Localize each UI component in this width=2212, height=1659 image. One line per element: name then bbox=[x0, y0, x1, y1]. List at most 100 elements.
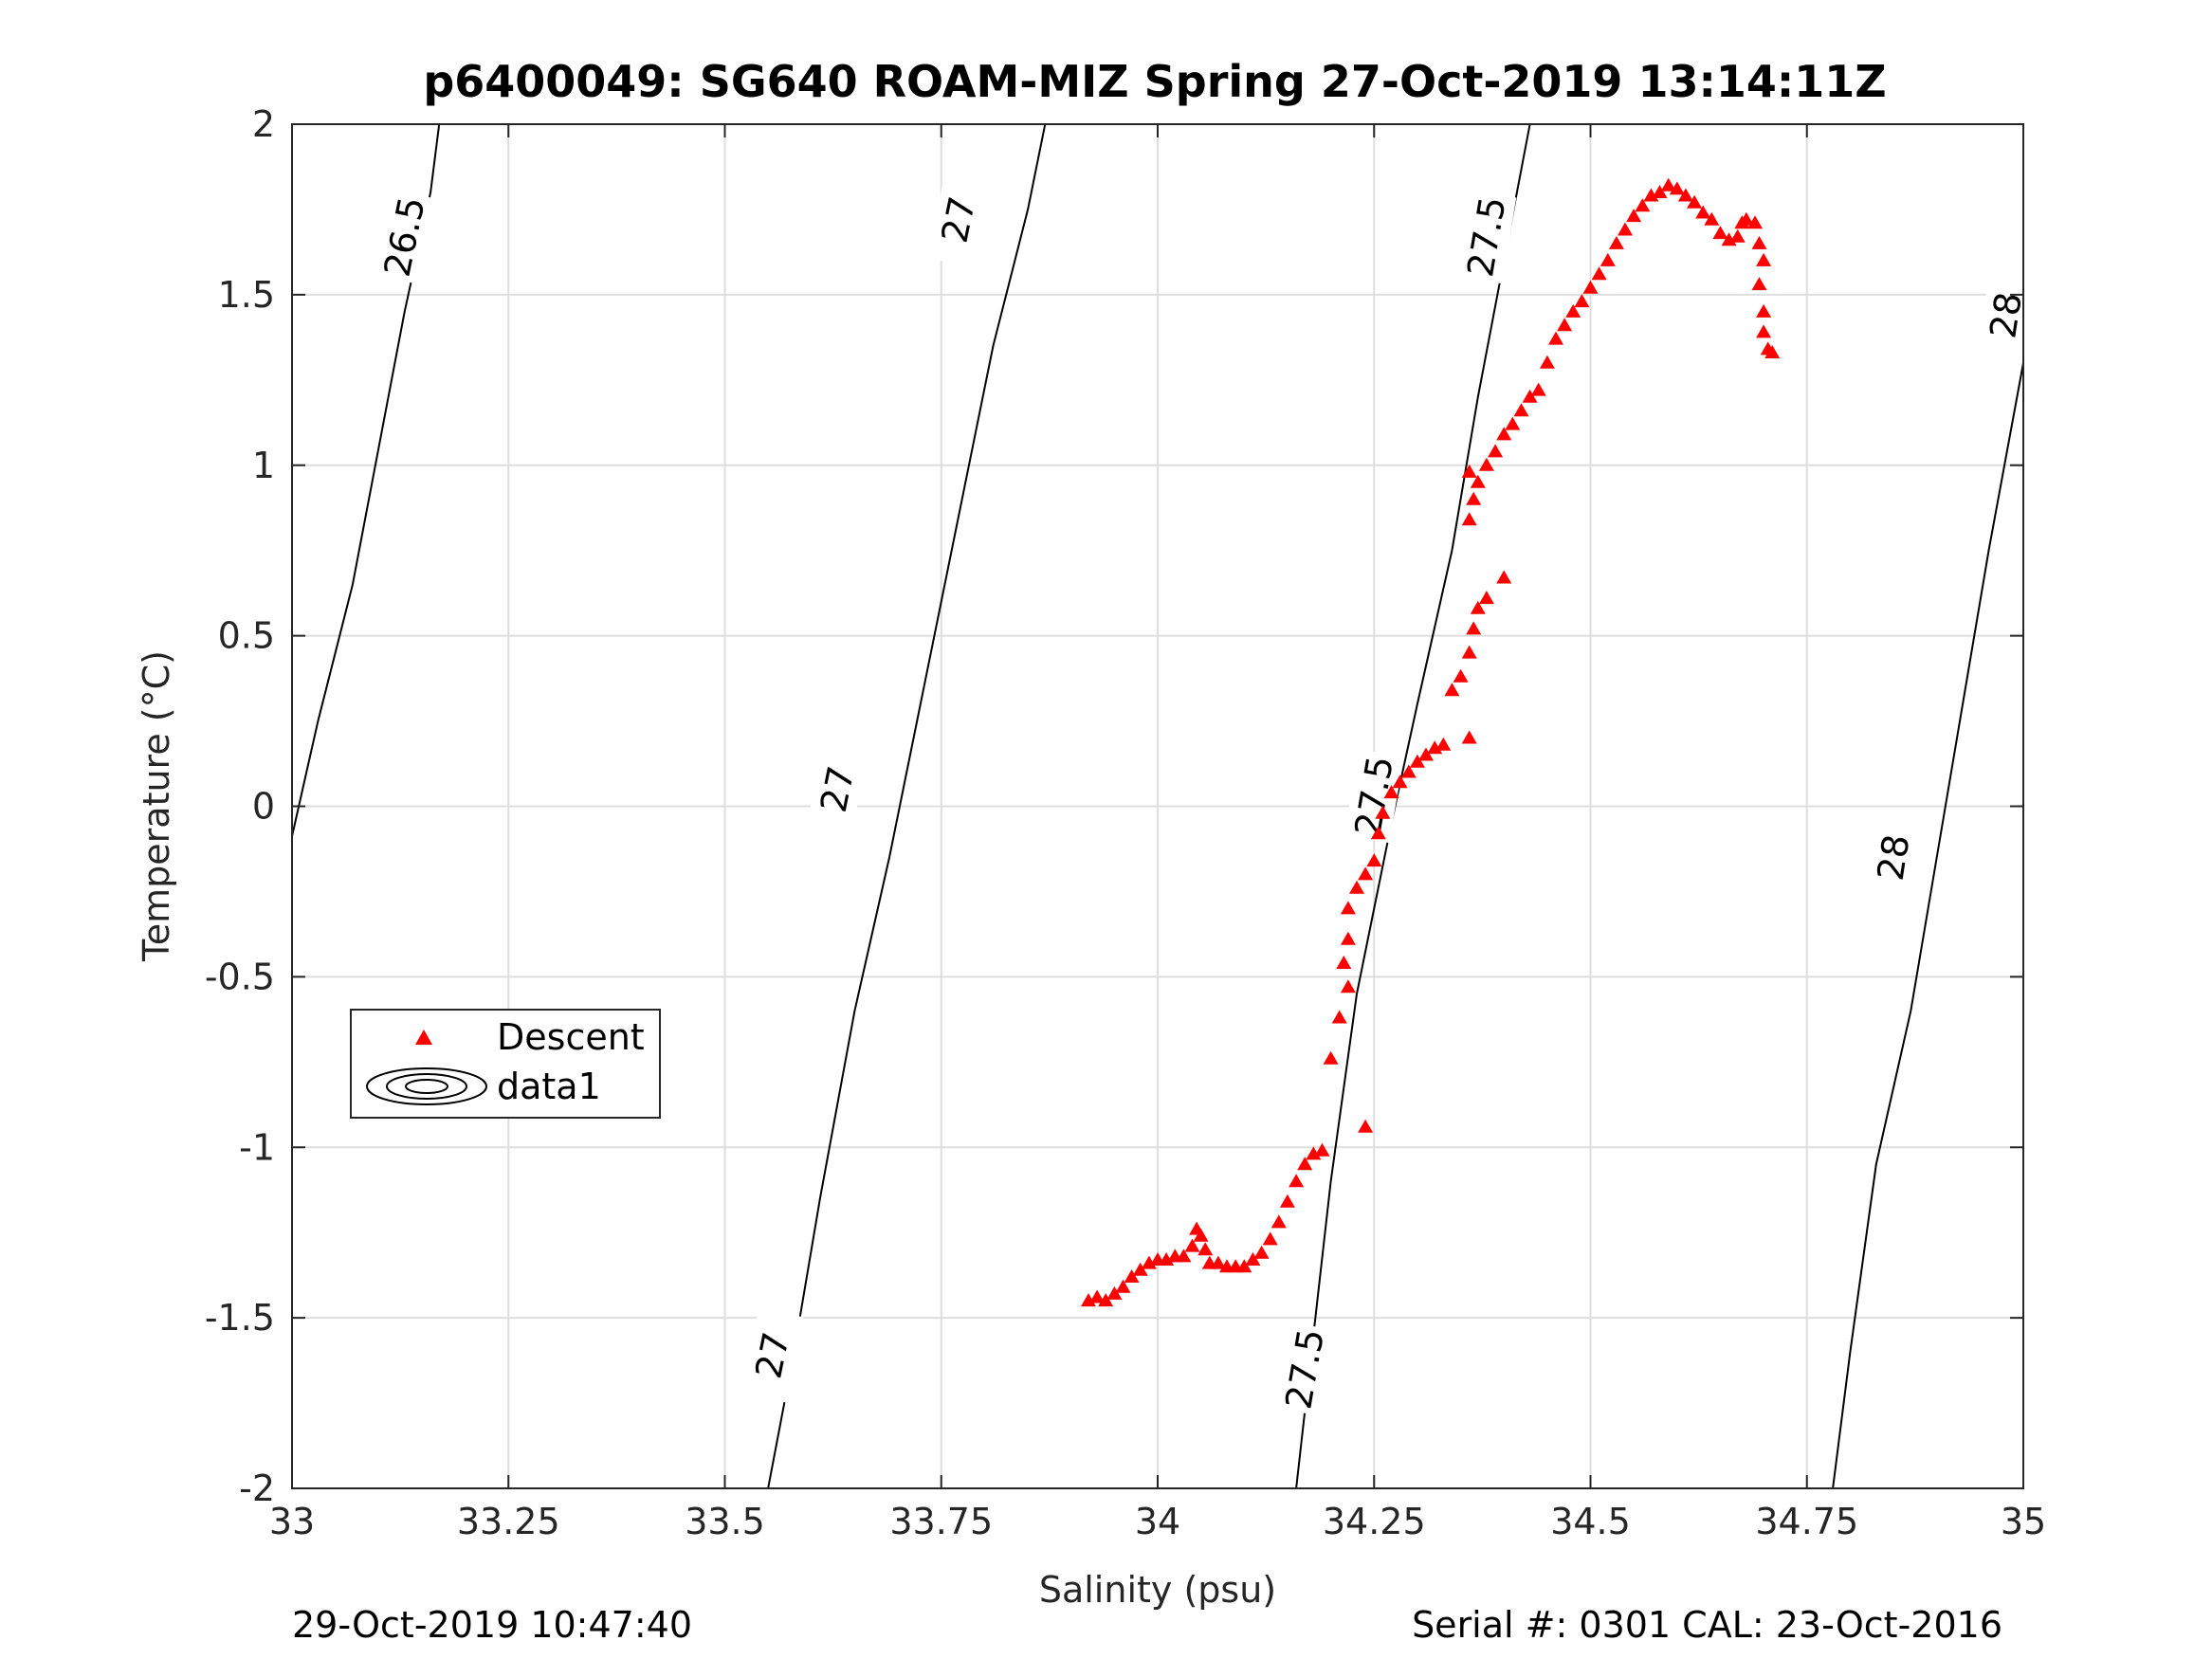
svg-text:28: 28 bbox=[1982, 289, 2030, 340]
descent-point bbox=[1358, 866, 1374, 881]
descent-point bbox=[1245, 1252, 1261, 1266]
descent-point bbox=[1098, 1293, 1114, 1307]
chart-title: p6400049: SG640 ROAM-MIZ Spring 27-Oct-2… bbox=[423, 56, 1886, 107]
descent-point bbox=[1262, 1231, 1278, 1246]
descent-point bbox=[1279, 1194, 1295, 1208]
descent-point bbox=[1253, 1245, 1270, 1259]
descent-point bbox=[1652, 185, 1668, 198]
y-tick-label: 0.5 bbox=[218, 615, 275, 657]
descent-point bbox=[1488, 444, 1504, 458]
descent-point bbox=[1738, 211, 1754, 226]
descent-point bbox=[1764, 345, 1781, 358]
descent-point bbox=[1340, 901, 1356, 915]
descent-point bbox=[1349, 880, 1364, 894]
x-tick-label: 33 bbox=[269, 1501, 315, 1542]
x-tick-label: 35 bbox=[2001, 1501, 2046, 1542]
descent-point bbox=[1695, 205, 1711, 219]
descent-point bbox=[1383, 785, 1399, 799]
footer-timestamp: 29-Oct-2019 10:47:40 bbox=[292, 1604, 692, 1646]
y-tick-label: -0.5 bbox=[205, 956, 275, 997]
legend-box bbox=[350, 1009, 661, 1119]
grid-lines bbox=[292, 124, 2023, 1488]
x-tick-label: 34 bbox=[1135, 1501, 1180, 1542]
descent-point bbox=[1289, 1174, 1305, 1188]
descent-point bbox=[1756, 324, 1772, 338]
descent-point bbox=[1358, 1119, 1374, 1133]
descent-point bbox=[1314, 1142, 1330, 1157]
descent-point bbox=[1470, 600, 1486, 614]
footer-serial-cal: Serial #: 0301 CAL: 23-Oct-2016 bbox=[1412, 1604, 2002, 1646]
descent-point bbox=[1461, 730, 1477, 744]
descent-point bbox=[1496, 427, 1512, 441]
descent-point bbox=[1271, 1214, 1287, 1229]
isopycnal-line bbox=[1295, 124, 1531, 1488]
descent-point bbox=[1557, 318, 1573, 332]
y-tick-label: 1.5 bbox=[218, 274, 275, 316]
isopycnal-label: 28 bbox=[1864, 811, 1923, 904]
descent-point bbox=[1331, 1010, 1347, 1024]
descent-point bbox=[1626, 209, 1642, 223]
descent-point bbox=[1409, 754, 1425, 768]
isopycnal-label: 27 bbox=[741, 1307, 804, 1403]
descent-series bbox=[1081, 177, 1781, 1307]
descent-point bbox=[1756, 252, 1772, 266]
y-tick-label: -1.5 bbox=[205, 1297, 275, 1339]
descent-point bbox=[1470, 474, 1486, 488]
descent-point bbox=[1184, 1238, 1200, 1252]
descent-point bbox=[1618, 222, 1633, 236]
descent-point bbox=[1366, 853, 1382, 867]
svg-text:28: 28 bbox=[1870, 831, 1918, 883]
y-tick-label: -2 bbox=[239, 1468, 275, 1509]
descent-point bbox=[1660, 177, 1676, 191]
isopycnal-label: 27 bbox=[806, 741, 868, 837]
descent-point bbox=[1751, 235, 1767, 249]
descent-point bbox=[1453, 668, 1469, 683]
descent-point bbox=[1435, 737, 1452, 751]
y-axis-label: Temperature (°C) bbox=[136, 650, 177, 962]
descent-point bbox=[1400, 764, 1417, 778]
descent-point bbox=[1236, 1259, 1252, 1273]
descent-point bbox=[1466, 621, 1482, 635]
descent-point bbox=[1756, 303, 1772, 318]
descent-point bbox=[1089, 1289, 1106, 1304]
descent-point bbox=[1729, 228, 1746, 243]
descent-point bbox=[1461, 512, 1477, 526]
legend-descent-triangle-icon bbox=[415, 1030, 432, 1045]
descent-point bbox=[1591, 266, 1607, 281]
descent-point bbox=[1712, 226, 1728, 240]
legend: Descent data1 bbox=[350, 1009, 661, 1119]
descent-point bbox=[1496, 570, 1512, 584]
descent-point bbox=[1505, 416, 1521, 430]
descent-point bbox=[1751, 277, 1767, 291]
descent-point bbox=[1608, 235, 1624, 249]
descent-point bbox=[1461, 464, 1477, 478]
descent-point bbox=[1124, 1269, 1140, 1283]
descent-point bbox=[1106, 1285, 1123, 1300]
descent-point bbox=[1565, 303, 1581, 318]
descent-point bbox=[1210, 1255, 1226, 1269]
y-tick-label: 2 bbox=[252, 103, 275, 145]
x-axis-label: Salinity (psu) bbox=[1039, 1569, 1276, 1611]
descent-point bbox=[1635, 198, 1651, 212]
svg-text:27: 27 bbox=[813, 762, 863, 815]
isopycnal-line bbox=[292, 124, 441, 841]
isopycnal-label: 28 bbox=[1977, 268, 2030, 362]
isopycnal-label: 27.5 bbox=[1274, 1322, 1335, 1416]
descent-point bbox=[1704, 211, 1720, 226]
x-tick-label: 34.25 bbox=[1323, 1501, 1426, 1542]
descent-point bbox=[1466, 491, 1482, 505]
isopycnal-label: 27 bbox=[927, 172, 990, 267]
descent-point bbox=[1115, 1279, 1131, 1293]
descent-point bbox=[1159, 1252, 1175, 1266]
descent-point bbox=[1427, 740, 1443, 755]
x-tick-label: 33.5 bbox=[685, 1501, 765, 1542]
svg-text:27: 27 bbox=[934, 193, 984, 246]
descent-point bbox=[1370, 826, 1386, 840]
descent-point bbox=[1306, 1146, 1322, 1160]
descent-point bbox=[1392, 775, 1408, 789]
descent-point bbox=[1340, 931, 1356, 945]
descent-point bbox=[1193, 1228, 1209, 1242]
descent-point bbox=[1747, 215, 1763, 229]
descent-point bbox=[1418, 747, 1434, 761]
